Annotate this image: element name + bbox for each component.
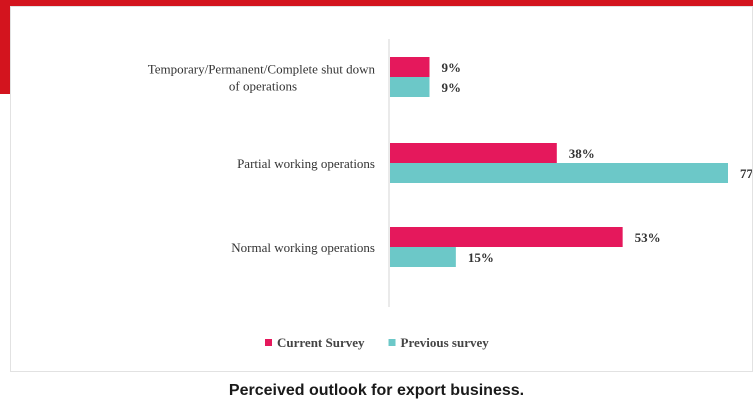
data-label: 15% [468, 250, 494, 265]
accent-strip [0, 40, 10, 94]
legend-label: Previous survey [401, 335, 490, 350]
bar-previous [390, 77, 430, 97]
chart-panel: Temporary/Permanent/Complete shut down of… [10, 6, 753, 372]
data-label: 9% [442, 60, 462, 75]
bar-current [390, 227, 623, 247]
bar-chart: Temporary/Permanent/Complete shut down of… [148, 39, 752, 350]
bar-current [390, 143, 557, 163]
chart-caption: Perceived outlook for export business. [228, 382, 525, 399]
bar-current [390, 57, 430, 77]
category-label: Partial working operations [237, 156, 375, 171]
bar-previous [390, 163, 728, 183]
data-label: 9% [442, 80, 462, 95]
legend-swatch [388, 339, 396, 346]
data-label: 38% [569, 146, 595, 161]
legend-swatch [265, 339, 272, 346]
bar-previous [390, 247, 456, 267]
category-label: Temporary/Permanent/Complete shut down of… [148, 62, 376, 94]
data-label: 53% [635, 230, 661, 245]
category-label: Normal working operations [231, 240, 375, 255]
data-label: 77% [740, 166, 752, 181]
legend-label: Current Survey [277, 335, 365, 350]
